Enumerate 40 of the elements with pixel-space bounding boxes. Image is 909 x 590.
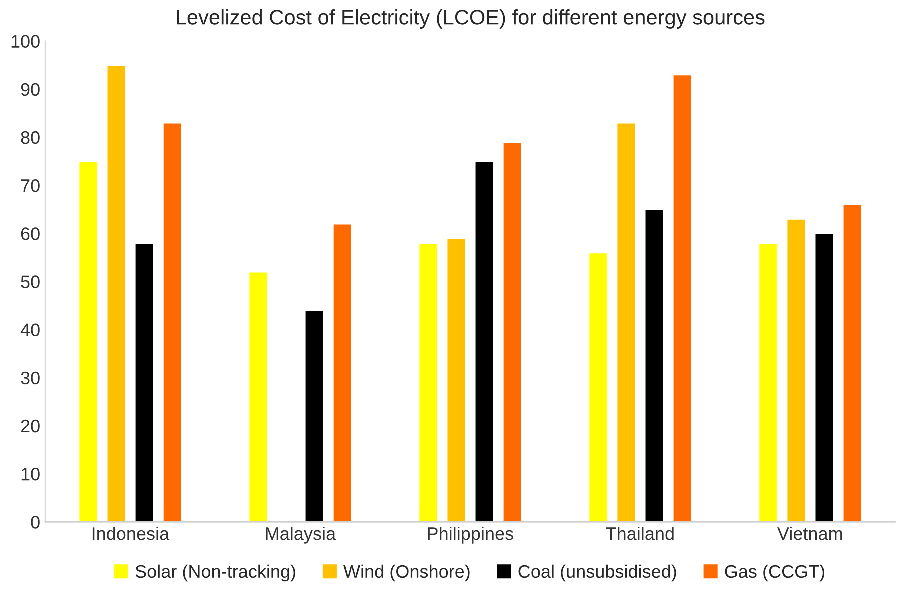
bar bbox=[672, 74, 693, 522]
bar bbox=[162, 122, 183, 522]
y-tick-label: 40 bbox=[20, 324, 40, 337]
y-tick-label: 70 bbox=[21, 179, 40, 192]
x-tick-label: Thailand bbox=[606, 527, 674, 540]
x-tick-label: Indonesia bbox=[92, 527, 170, 540]
bar bbox=[304, 310, 324, 522]
bar bbox=[758, 242, 778, 522]
bar bbox=[644, 208, 664, 522]
bar bbox=[106, 64, 126, 522]
legend-label: Gas (CCGT) bbox=[725, 564, 825, 582]
bar bbox=[842, 204, 862, 522]
legend-label: Coal (unsubsidised) bbox=[518, 564, 676, 582]
y-tick-label: 50 bbox=[21, 276, 40, 288]
legend-label: Solar (Non-tracking) bbox=[136, 564, 296, 582]
bar bbox=[332, 223, 353, 522]
bar bbox=[616, 122, 636, 522]
bar bbox=[474, 160, 494, 522]
y-tick-label: 10 bbox=[22, 468, 40, 481]
y-tick-label: 30 bbox=[21, 372, 40, 385]
bar bbox=[248, 271, 268, 522]
y-tick-label: 20 bbox=[21, 420, 40, 433]
y-tick-label: 100 bbox=[12, 35, 40, 48]
x-tick-label: Vietnam bbox=[777, 527, 842, 540]
bar bbox=[786, 218, 806, 522]
bar bbox=[418, 242, 438, 522]
legend-label: Wind (Onshore) bbox=[344, 564, 470, 582]
y-tick-label: 0 bbox=[31, 516, 40, 529]
x-tick-label: Philippines bbox=[428, 527, 514, 544]
bar bbox=[78, 160, 98, 522]
y-tick-label: 60 bbox=[21, 228, 40, 240]
x-tick-label: Malaysia bbox=[266, 527, 336, 544]
bar bbox=[134, 242, 155, 522]
chart-title: Levelized Cost of Electricity (LCOE) for different energy sources bbox=[177, 10, 765, 29]
y-tick-label: 80 bbox=[21, 131, 40, 144]
bar bbox=[814, 232, 834, 522]
y-tick-label: 90 bbox=[21, 83, 40, 96]
bar bbox=[502, 142, 523, 522]
bar bbox=[588, 252, 608, 522]
bar bbox=[446, 238, 466, 522]
